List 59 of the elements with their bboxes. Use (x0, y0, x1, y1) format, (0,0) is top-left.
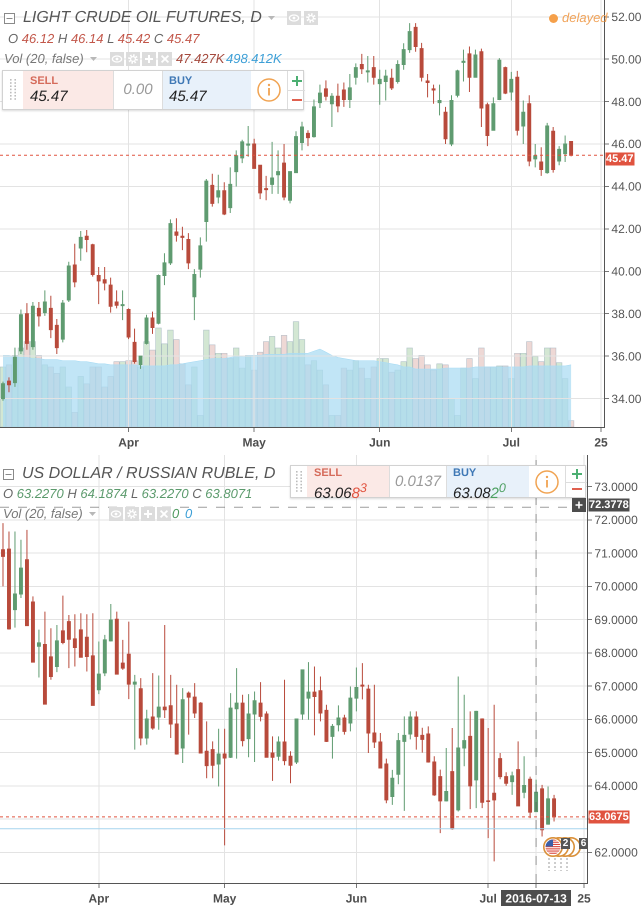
ref-line-label: 63.0675 (589, 811, 629, 823)
y-tick-label: 70.0000 (594, 580, 638, 594)
annotation: SELL (314, 467, 342, 480)
annotation: O 46.12 H 46.14 L 45.42 C 45.47 (8, 31, 200, 46)
sell-button: SELL 63.068$^{3}$ (307, 466, 389, 497)
text: LIGHT CRUDE OIL FUTURES, D (23, 9, 262, 27)
annotation: BUY (453, 467, 476, 480)
annotation: 498.412K (226, 51, 282, 67)
y-tick-label: 68.0000 (594, 646, 638, 660)
x-tick-label: Jul (480, 891, 497, 906)
y-tick-label: 50.00 (611, 52, 642, 66)
annotation: Vol (20, false) (3, 506, 83, 522)
y-tick-label: 42.00 (611, 222, 642, 236)
y-tick-label: 38.00 (611, 306, 642, 321)
x-tick-label: 25 (594, 435, 608, 450)
y-tick-label: 67.0000 (594, 679, 638, 694)
y-tick-label: 52.00 (611, 10, 642, 24)
y-tick-label: 66.0000 (594, 712, 638, 727)
y-tick-label: 64.0000 (594, 779, 638, 794)
y-tick-label: 62.0000 (594, 846, 638, 860)
annotation: 45.47 (169, 88, 207, 106)
y-tick-label: 46.00 (611, 137, 642, 152)
ref-line-label: 45.47 (606, 153, 634, 165)
annotation: 2 (561, 838, 570, 849)
y-tick-label: 69.0000 (594, 612, 638, 627)
y-tick-label: 71.0000 (594, 546, 638, 560)
annotation: 47.427K (176, 51, 224, 67)
x-tick-label: Apr (88, 891, 110, 906)
y-tick-label: 36.00 (611, 349, 642, 364)
y-tick-label: 73.0000 (594, 480, 638, 494)
annotation: Vol (20, false) (4, 51, 84, 67)
y-tick-label: 40.00 (611, 264, 642, 278)
y-tick-label: 48.00 (611, 94, 642, 109)
x-tick-label: Jun (369, 435, 390, 450)
x-tick-label: May (212, 891, 237, 906)
annotation: 0.0137 (394, 472, 442, 490)
x-tick-label: 2016-07-13 (505, 891, 568, 906)
y-tick-label: 65.0000 (594, 746, 638, 760)
x-tick-label: Jul (502, 435, 520, 450)
annotation: SELL (30, 75, 58, 88)
annotation: 0 (172, 506, 180, 522)
annotation: 45.47 (30, 88, 68, 106)
y-tick-label: 34.00 (611, 392, 642, 406)
y-tick-label: 72.0000 (594, 513, 638, 528)
annotation: 0.00 (122, 81, 154, 99)
ref-line-label: 72.3778 (589, 499, 629, 511)
x-tick-label: 25 (577, 891, 592, 906)
sell-button: SELL 45.47 (23, 71, 113, 109)
annotation: O 63.2270 H 64.1874 L 63.2270 C 63.8071 (3, 486, 252, 501)
buy-button: BUY 63.082$^{0}$ (447, 466, 529, 497)
annotation: BUY (169, 75, 192, 88)
x-tick-label: Jun (346, 891, 368, 906)
x-tick-label: May (242, 435, 266, 450)
y-tick-label: 44.00 (611, 180, 642, 194)
x-tick-label: Apr (118, 435, 140, 450)
buy-button: BUY 45.47 (163, 71, 251, 109)
annotation: 6 (579, 838, 588, 849)
text: US DOLLAR / RUSSIAN RUBLE, D (22, 465, 276, 483)
annotation: 0 (185, 506, 192, 522)
